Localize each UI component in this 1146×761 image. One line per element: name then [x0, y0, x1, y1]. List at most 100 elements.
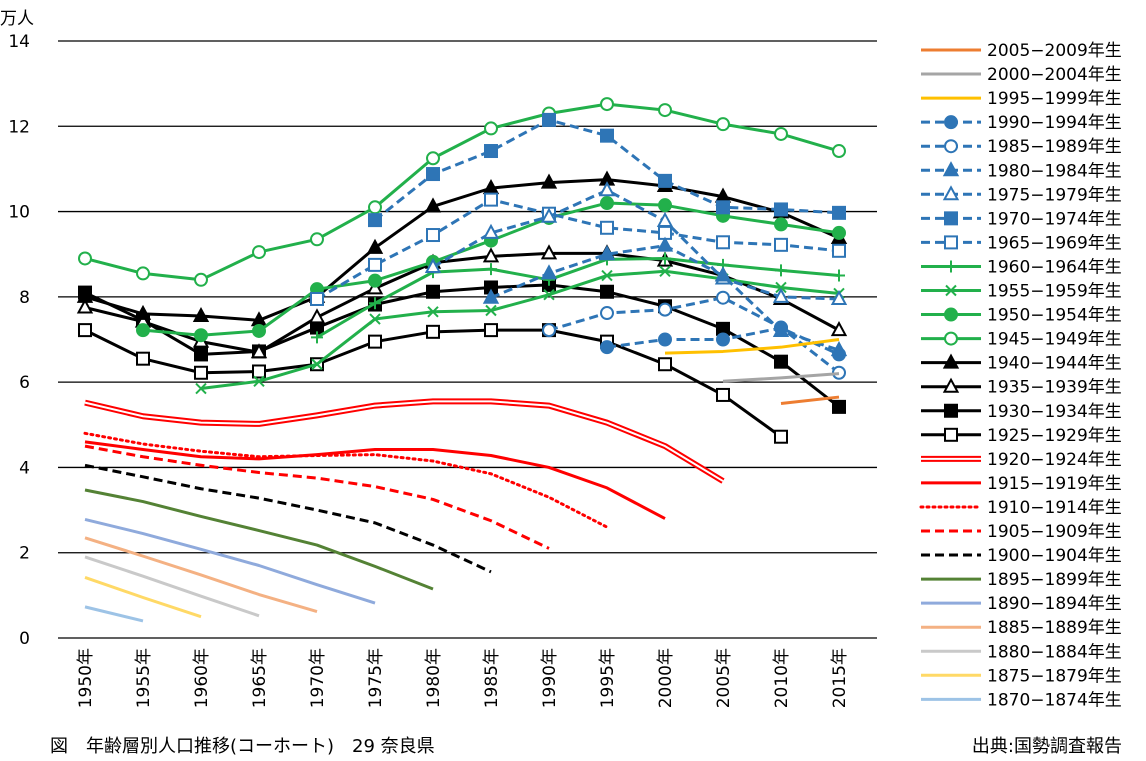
legend-marker: [942, 377, 960, 393]
series-line: [722, 372, 840, 383]
data-point: [830, 289, 848, 305]
legend-entry: 1980−1984年生: [921, 161, 1122, 181]
series-19: [84, 440, 666, 520]
series-line: [84, 440, 666, 520]
legend-entry: 1985−1989年生: [921, 137, 1122, 157]
legend-entry: 1870−1874年生: [921, 690, 1122, 710]
data-point: [658, 198, 672, 213]
data-point: [600, 284, 614, 299]
series-4: [600, 320, 846, 362]
series-line: [84, 576, 202, 619]
data-point: [426, 228, 440, 243]
data-point: [426, 167, 440, 182]
y-tick-label: 12: [8, 117, 30, 137]
data-point: [600, 220, 614, 235]
data-point: [252, 245, 266, 260]
y-tick-label: 2: [19, 544, 30, 564]
series-line: [84, 178, 840, 322]
series-20: [83, 431, 609, 529]
legend-marker: [944, 115, 958, 130]
data-point: [252, 323, 266, 338]
series-25: [84, 536, 318, 614]
legend-label: 1960−1964年生: [987, 257, 1122, 277]
data-point: [136, 323, 150, 338]
data-point: [540, 173, 558, 189]
legend-entry: 2000−2004年生: [921, 65, 1122, 85]
y-tick-label: 4: [19, 458, 30, 478]
series-9: [310, 192, 846, 306]
legend-marker: [945, 284, 957, 297]
data-point: [832, 205, 846, 220]
series-17: [78, 323, 788, 444]
legend-entry: 1920−1924年生: [921, 450, 1122, 470]
y-tick-label: 0: [19, 629, 30, 649]
legend-entry: 1915−1919年生: [921, 474, 1122, 494]
data-point: [424, 257, 442, 274]
data-point: [252, 364, 266, 379]
data-point: [134, 304, 152, 320]
legend-label: 1875−1879年生: [987, 666, 1122, 686]
data-point: [658, 357, 672, 372]
legend-label: 1870−1874年生: [987, 690, 1122, 710]
data-point: [482, 247, 500, 263]
legend-entry: 1930−1934年生: [921, 402, 1122, 422]
x-tick-label: 1990年: [540, 648, 560, 708]
data-point: [484, 323, 498, 338]
data-point: [543, 289, 555, 301]
data-point: [250, 343, 268, 359]
legend-label: 1920−1924年生: [987, 450, 1122, 470]
legend-label: 1970−1974年生: [987, 209, 1122, 229]
data-point: [253, 375, 265, 387]
data-point: [656, 211, 674, 227]
legend-marker: [942, 185, 960, 201]
data-point: [76, 287, 94, 303]
series-line: [84, 398, 725, 484]
data-point: [775, 281, 787, 294]
legend-label: 2000−2004年生: [987, 65, 1122, 85]
legend-label: 1890−1894年生: [987, 594, 1122, 614]
legend-marker: [942, 353, 960, 369]
data-point: [366, 238, 384, 254]
data-point: [774, 202, 788, 217]
x-tick-label: 1970年: [308, 648, 328, 708]
data-point: [774, 354, 788, 369]
series-24: [84, 517, 376, 605]
data-point: [194, 365, 208, 380]
y-tick-label: 14: [8, 32, 30, 52]
data-point: [542, 323, 556, 338]
data-point: [600, 128, 614, 143]
series-23: [84, 488, 434, 591]
legend-label: 1985−1989年生: [987, 137, 1122, 157]
legend-entry: 1950−1954年生: [921, 306, 1122, 326]
data-point: [832, 243, 846, 258]
figure-caption: 図 年齢層別人口推移(コーホート) 29 奈良県: [50, 736, 435, 757]
legend-marker: [942, 161, 960, 177]
series-line: [84, 444, 550, 550]
legend-entry: 1895−1899年生: [921, 570, 1122, 590]
data-point: [368, 334, 382, 349]
data-point: [369, 313, 381, 325]
data-point: [484, 144, 498, 159]
data-point: [658, 302, 672, 317]
legend-entry: 1975−1979年生: [921, 185, 1122, 205]
series-line: [548, 296, 840, 374]
legend-label: 1975−1979年生: [987, 185, 1122, 205]
legend-label: 1930−1934年生: [987, 402, 1122, 422]
data-point: [195, 382, 207, 395]
data-point: [369, 297, 381, 310]
source-note: 出典:国勢調査報告: [972, 736, 1122, 757]
series-13: [78, 97, 846, 287]
legend-entry: 1960−1964年生: [921, 257, 1122, 277]
legend-label: 1905−1909年生: [987, 522, 1122, 542]
series-line: [316, 256, 840, 339]
legend-label: 1935−1939年生: [987, 378, 1122, 398]
data-point: [427, 306, 439, 318]
series-18: [84, 398, 725, 484]
series-line: [374, 118, 840, 222]
data-point: [310, 232, 324, 247]
data-point: [136, 266, 150, 281]
data-point: [482, 223, 500, 239]
legend-label: 1940−1944年生: [987, 354, 1122, 374]
data-point: [833, 269, 845, 282]
